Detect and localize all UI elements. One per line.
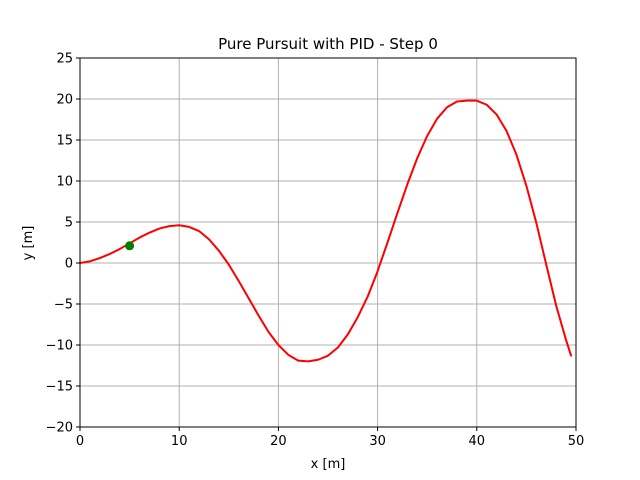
path-line — [79, 99, 573, 363]
x-tick-label: 30 — [369, 434, 386, 449]
x-tick-label: 50 — [568, 434, 585, 449]
y-tick-label: −20 — [46, 421, 73, 436]
series-layer — [79, 99, 573, 363]
y-tick-label: 25 — [56, 52, 73, 67]
y-tick-label: −15 — [46, 380, 73, 395]
x-tick-label: 10 — [171, 434, 188, 449]
x-tick-label: 0 — [76, 434, 84, 449]
x-tick-label: 40 — [469, 434, 486, 449]
plot-frame — [79, 57, 577, 428]
y-axis-label: y [m] — [21, 226, 36, 261]
y-tick-label: −10 — [46, 339, 73, 354]
chart-title: Pure Pursuit with PID - Step 0 — [218, 35, 438, 53]
y-tick-label: 15 — [56, 134, 73, 149]
y-tick-label: 5 — [65, 216, 73, 231]
y-tick-label: −5 — [54, 298, 73, 313]
y-axis-ticks: −20 −15 −10 −5 0 5 10 15 20 25 — [46, 52, 80, 436]
x-axis-label: x [m] — [311, 457, 346, 472]
marker-layer — [125, 241, 135, 251]
vehicle-marker — [125, 241, 135, 251]
x-tick-label: 20 — [270, 434, 287, 449]
y-tick-label: 20 — [56, 93, 73, 108]
y-tick-label: 0 — [65, 257, 73, 272]
x-axis-ticks: 0 10 20 30 40 50 — [76, 427, 584, 449]
y-tick-label: 10 — [56, 175, 73, 190]
